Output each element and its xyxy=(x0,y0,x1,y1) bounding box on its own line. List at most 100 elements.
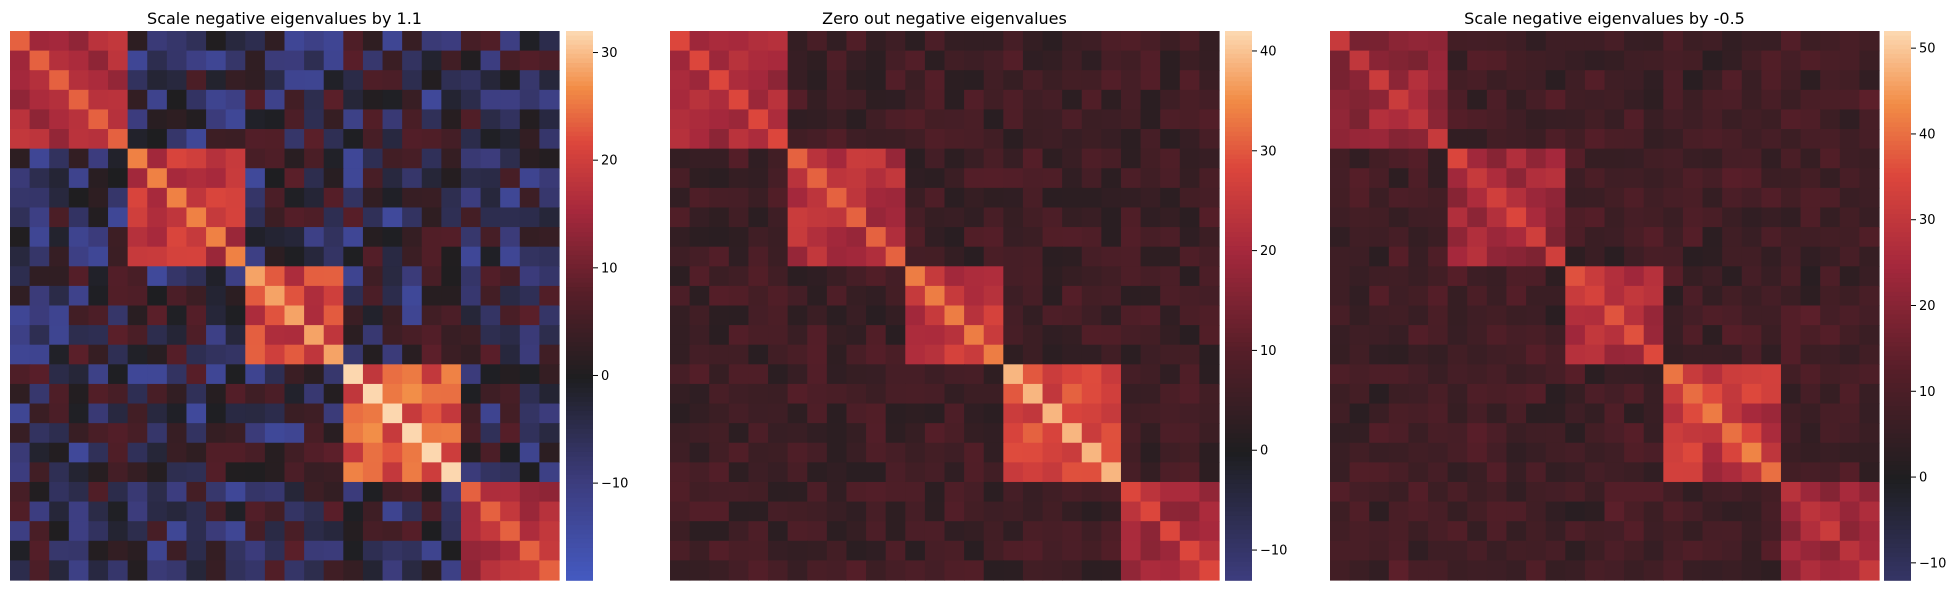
heatmap-cell xyxy=(1330,70,1351,91)
heatmap-cell xyxy=(1486,168,1508,189)
heatmap-cell xyxy=(905,109,926,130)
heatmap-cell xyxy=(748,501,769,522)
heatmap-cell xyxy=(206,305,227,326)
heatmap-cell xyxy=(421,227,442,248)
colorbar-segment xyxy=(1884,209,1911,215)
heatmap-cell xyxy=(1388,89,1410,111)
heatmap-cell xyxy=(983,344,1004,365)
heatmap-cell xyxy=(866,344,887,365)
heatmap-cell xyxy=(1003,560,1024,581)
colorbar-segment xyxy=(1225,204,1252,211)
heatmap-cell xyxy=(1780,305,1802,326)
colorbar-segment xyxy=(1225,520,1252,526)
heatmap-cell xyxy=(885,89,906,111)
heatmap-cell xyxy=(539,129,560,150)
heatmap-cell xyxy=(1199,168,1220,189)
heatmap-cell xyxy=(1081,423,1102,444)
heatmap-cell xyxy=(905,442,926,463)
heatmap-cell xyxy=(924,285,946,307)
heatmap-cell xyxy=(846,344,867,365)
heatmap-cell xyxy=(1042,129,1063,150)
heatmap-cell xyxy=(924,481,946,503)
heatmap-cell xyxy=(866,227,887,248)
colorbar-segment xyxy=(566,429,593,435)
heatmap-cell xyxy=(1349,462,1370,483)
heatmap-cell xyxy=(343,325,364,346)
heatmap-cell xyxy=(441,383,462,405)
colorbar-segment xyxy=(1225,465,1252,472)
heatmap-cell xyxy=(245,403,266,424)
heatmap-cell xyxy=(1526,70,1547,91)
colorbar-segment xyxy=(1884,547,1911,554)
heatmap-cell xyxy=(1741,227,1762,248)
colorbar-segment xyxy=(1225,406,1252,412)
colorbar-segment xyxy=(566,387,593,394)
heatmap-cell xyxy=(245,481,266,503)
heatmap-cell xyxy=(1160,109,1181,130)
colorbar-segment xyxy=(1225,232,1252,238)
heatmap-cell xyxy=(49,266,70,287)
heatmap-cell xyxy=(1506,560,1527,581)
colorbar-segment xyxy=(1884,108,1911,115)
heatmap-cell xyxy=(1428,423,1449,444)
heatmap-cell xyxy=(670,383,691,405)
colorbar-segment xyxy=(1225,543,1252,549)
heatmap-cell xyxy=(460,168,482,189)
heatmap-cell xyxy=(88,70,109,91)
heatmap-cell xyxy=(1486,364,1508,385)
heatmap-cell xyxy=(1643,168,1664,189)
heatmap-cell xyxy=(245,521,266,542)
heatmap-cell xyxy=(88,129,109,150)
heatmap-cell xyxy=(1101,344,1122,365)
heatmap-cell xyxy=(108,285,129,307)
heatmap-cell xyxy=(421,462,442,483)
heatmap-cell xyxy=(10,285,31,307)
heatmap-cell xyxy=(1003,540,1024,561)
heatmap-cell xyxy=(1820,89,1841,111)
heatmap-cell xyxy=(768,70,789,91)
heatmap-cell xyxy=(1702,462,1723,483)
heatmap-cell xyxy=(421,403,442,424)
heatmap-cell xyxy=(147,187,168,209)
heatmap-cell xyxy=(108,266,129,287)
heatmap-cell xyxy=(49,540,70,561)
heatmap-cell xyxy=(768,383,789,405)
heatmap-cell xyxy=(1761,129,1782,150)
heatmap-cell xyxy=(826,540,848,561)
heatmap-cell xyxy=(29,285,50,307)
heatmap-cell xyxy=(1526,207,1547,228)
heatmap-cell xyxy=(225,325,246,346)
heatmap-cell xyxy=(108,540,129,561)
heatmap-cell xyxy=(689,187,710,209)
heatmap-cell xyxy=(539,540,560,561)
heatmap-cell xyxy=(1447,246,1468,267)
heatmap-cell xyxy=(1081,285,1102,307)
heatmap-cell xyxy=(10,109,31,130)
heatmap-cell xyxy=(304,50,325,71)
heatmap-cell xyxy=(1565,423,1586,444)
colorbar-segment xyxy=(566,44,593,51)
heatmap-cell xyxy=(768,325,789,346)
heatmap-cell xyxy=(1486,109,1508,130)
heatmap-cell xyxy=(108,207,129,228)
colorbar-segment xyxy=(566,200,593,206)
heatmap-cell xyxy=(1604,442,1625,463)
heatmap-cell xyxy=(1003,109,1024,130)
heatmap-cell xyxy=(382,344,403,365)
heatmap-cell xyxy=(304,31,325,52)
heatmap-cell xyxy=(166,325,188,346)
colorbar-segment xyxy=(566,451,593,458)
colorbar-segment xyxy=(1884,236,1911,243)
heatmap-cell xyxy=(944,325,965,346)
heatmap-cell xyxy=(1101,187,1122,209)
heatmap-cell xyxy=(1349,383,1370,405)
heatmap-cell xyxy=(1643,383,1664,405)
heatmap-cell xyxy=(1663,109,1684,130)
heatmap-cell xyxy=(924,364,946,385)
colorbar-segment xyxy=(1225,291,1252,298)
heatmap-cell xyxy=(846,325,867,346)
heatmap-cell xyxy=(728,129,750,150)
heatmap-cell xyxy=(264,207,286,228)
heatmap-cell xyxy=(1741,560,1762,581)
colorbar-segment xyxy=(566,273,593,279)
